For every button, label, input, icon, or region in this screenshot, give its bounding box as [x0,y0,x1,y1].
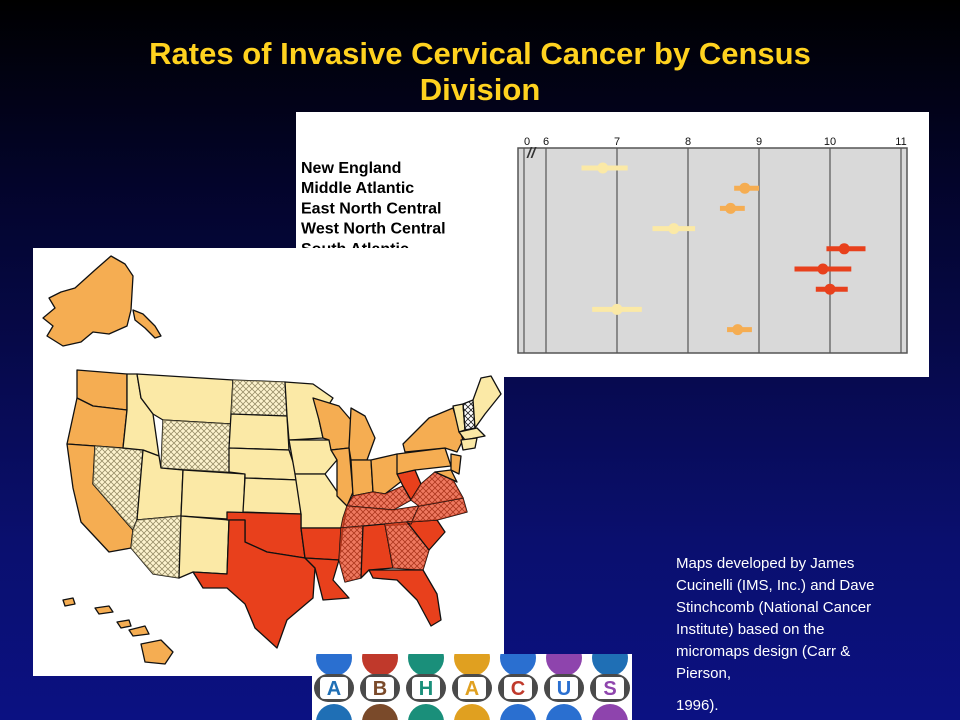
wyoming-fill [161,420,231,472]
logo-letter: H [419,678,433,700]
michigan-shape [348,407,376,461]
logo-letter: C [511,678,525,700]
indiana-shape [350,459,374,497]
x-tick-label: 6 [543,136,549,148]
us-census-division-map [42,255,502,665]
iowa-shape [288,439,338,475]
mississippi-fill [339,526,363,582]
new-mexico-shape [178,515,230,579]
rate-dot [668,223,680,235]
new-york-shape [402,407,464,453]
logo-bead-bottom [316,704,352,720]
logo-letter-box [366,677,394,699]
hawaii-big-island [140,639,174,665]
credit-line-2: Cucinelli (IMS, Inc.) and Dave [676,577,875,594]
credit-line-4: Institute) based on the [676,621,825,638]
logo-bead-bottom [546,704,582,720]
rate-dot [732,324,744,336]
kansas-shape [242,477,302,515]
logo-letter: B [373,678,387,700]
arkansas-shape [300,527,344,561]
north-carolina-fill [407,498,467,524]
ohio-shape [370,453,404,495]
alaska-panhandle-shape [132,309,162,339]
kentucky-fill [347,486,411,510]
logo-letter-box [550,677,578,699]
logo-bead-bottom [408,704,444,720]
title-line-1: Rates of Invasive Cervical Cancer by Cen… [149,36,811,71]
logo-letter-box [320,677,348,699]
x-tick-label: 11 [895,136,906,148]
rate-dot [838,243,850,255]
x-tick-label: 0 [524,136,530,148]
axis-break-symbol: // [526,145,537,162]
logo-bead-bottom [362,704,398,720]
maryland-shape [434,469,458,483]
credit-line-5: micromaps design (Carr & [676,643,851,660]
nevada-fill [93,446,143,530]
georgia-fill [385,522,429,570]
logo-letter: A [465,678,479,700]
logo-bead-top [362,654,398,676]
x-tick-label: 7 [614,136,620,148]
slide-title: Rates of Invasive Cervical Cancer by Cen… [60,36,900,108]
x-tick-label: 9 [756,136,762,148]
map-credit-note: Maps developed by James Cucinelli (IMS, … [676,553,946,717]
rate-dot [611,303,623,315]
hawaii-island-4 [128,625,150,637]
credit-line-3: Stinchcomb (National Cancer [676,599,872,616]
logo-letter: U [557,678,571,700]
south-dakota-shape [228,413,290,451]
logo-letter-box [596,677,624,699]
logo-bead-bottom [592,704,628,720]
new-jersey-shape [450,453,462,475]
florida-shape [368,569,442,627]
alabama-shape [360,523,394,579]
logo-bead-top [454,654,490,676]
credit-line-6: Pierson, [676,665,732,682]
logo-bead-top [316,654,352,676]
rate-dot [824,283,836,295]
alaska-shape [42,255,134,347]
virginia-fill [411,472,463,506]
logo-bead-top [408,654,444,676]
texas-shape [192,519,316,649]
logo-bead-bottom [500,704,536,720]
logo-letter: S [603,678,616,700]
hawaii-island-1 [62,597,76,607]
rate-dot [739,182,751,194]
massachusetts-shape [458,427,486,441]
row-label: Middle Atlantic [301,180,414,197]
logo-bead-top [500,654,536,676]
logo-bead-top [546,654,582,676]
row-label: New England [301,160,401,177]
credit-line-1: Maps developed by James [676,555,855,572]
x-tick-label: 8 [685,136,691,148]
logo-letter-box [504,677,532,699]
rate-dot [725,202,737,214]
credit-line-7: 1996). [676,697,719,714]
north-dakota-fill [231,380,287,416]
x-tick-label: 10 [824,136,836,148]
logo-bead-bottom [454,704,490,720]
connecticut-shape [460,437,478,451]
logo-letter: A [327,678,341,700]
logo-letter-box [412,677,440,699]
us-map-panel [33,248,504,676]
logo-bead-top [592,654,628,676]
rate-dot [597,162,609,174]
row-label: West North Central [301,221,446,238]
arizona-fill [131,516,181,578]
logo-letter-box [458,677,486,699]
title-line-2: Division [419,72,541,107]
row-label: East North Central [301,200,441,217]
rate-dot [817,263,829,275]
maine-shape [472,375,502,429]
hawaii-island-3 [116,619,132,629]
hawaii-island-2 [94,605,114,615]
